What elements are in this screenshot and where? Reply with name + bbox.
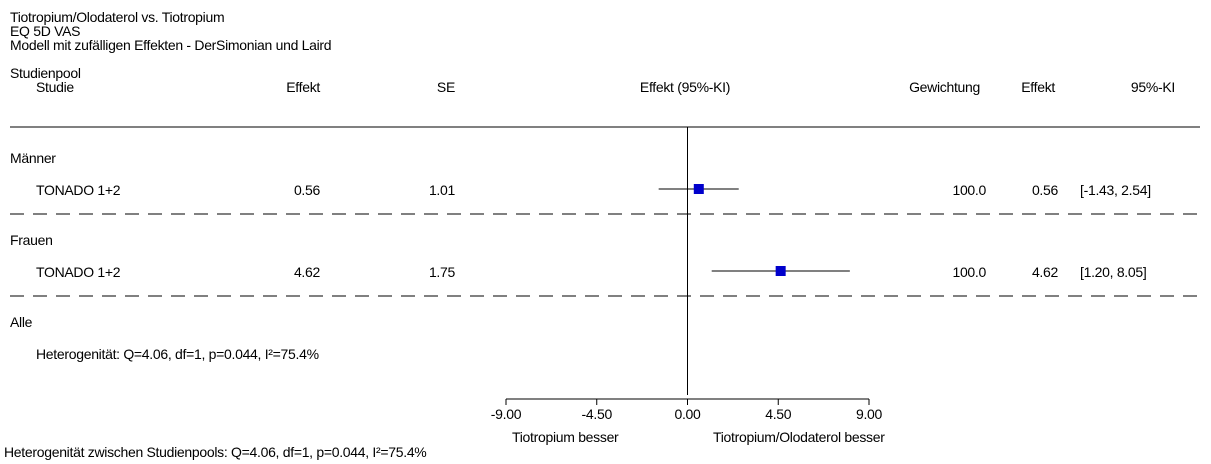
study-se: 1.01: [428, 182, 455, 198]
axis-right-label: Tiotropium/Olodaterol besser: [713, 429, 885, 445]
study-se: 1.75: [428, 264, 455, 280]
study-weight: 100.0: [952, 264, 986, 280]
x-tick-label: 9.00: [856, 406, 883, 422]
effect-marker: [775, 266, 786, 276]
column-header-effect: Effekt: [286, 79, 320, 95]
study-effect: 4.62: [293, 264, 320, 280]
column-header-ci: 95%-KI: [1130, 79, 1175, 95]
study-effect: 0.56: [293, 182, 320, 198]
group-label-maenner: Männer: [10, 150, 56, 166]
study-effect-display: 4.62: [1031, 264, 1058, 280]
study-name: TONADO 1+2: [36, 264, 121, 280]
column-header-weight: Gewichtung: [909, 79, 980, 95]
column-header-pool: Studienpool: [10, 65, 81, 81]
title-line-2: EQ 5D VAS: [10, 23, 81, 39]
x-tick-label: -4.50: [582, 406, 613, 422]
study-ci-display: [1.20, 8.05]: [1080, 264, 1147, 280]
x-tick-label: 0.00: [674, 406, 701, 422]
column-header-se: SE: [436, 79, 455, 95]
axis-left-label: Tiotropium besser: [512, 429, 619, 445]
column-header-study: Studie: [36, 79, 74, 95]
title-line-3: Modell mit zufälligen Effekten - DerSimo…: [10, 37, 332, 53]
title-line-1: Tiotropium/Olodaterol vs. Tiotropium: [10, 9, 225, 25]
column-header-effect-2: Effekt: [1021, 79, 1055, 95]
x-tick-label: 4.50: [765, 406, 792, 422]
effect-marker: [693, 184, 704, 194]
study-name: TONADO 1+2: [36, 182, 121, 198]
study-weight: 100.0: [952, 182, 986, 198]
overall-label: Alle: [10, 314, 33, 330]
column-header-effect-ci: Effekt (95%-KI): [639, 79, 731, 95]
group-label-frauen: Frauen: [10, 232, 53, 248]
heterogeneity-text: Heterogenität: Q=4.06, df=1, p=0.044, I²…: [36, 346, 319, 362]
footer-heterogeneity: Heterogenität zwischen Studienpools: Q=4…: [4, 444, 427, 460]
study-ci-display: [-1.43, 2.54]: [1080, 182, 1151, 198]
x-tick-label: -9.00: [491, 406, 522, 422]
study-effect-display: 0.56: [1031, 182, 1058, 198]
